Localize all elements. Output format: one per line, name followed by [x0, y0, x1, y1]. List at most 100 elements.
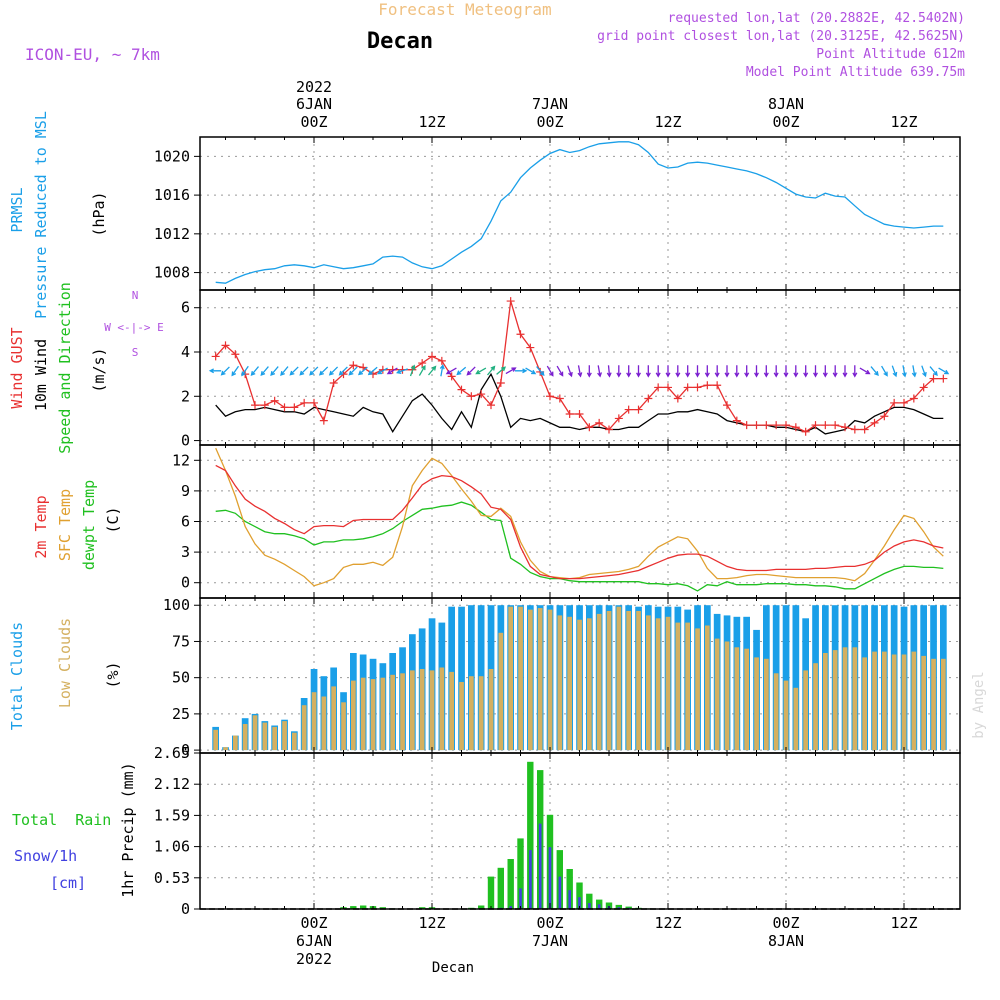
wind-direction-arrow: [616, 365, 622, 378]
low-clouds-bar: [921, 655, 926, 751]
rain-bar: [615, 904, 622, 909]
low-clouds-bar: [518, 606, 523, 751]
gust-marker: [860, 425, 869, 434]
wind-direction-arrow: [929, 366, 938, 377]
gust-marker: [673, 394, 682, 403]
snow-bar: [509, 906, 512, 909]
gust-marker: [418, 359, 427, 368]
gust-marker: [880, 412, 889, 421]
y-tick-label: 75: [172, 632, 190, 650]
total-clouds-label: Total Clouds: [8, 622, 26, 730]
wind-direction-arrow: [695, 365, 700, 378]
wind-direction-arrow: [822, 365, 828, 378]
snow-label: Snow/1h: [14, 847, 77, 865]
wind-dir-label: Speed and Direction: [56, 282, 74, 454]
wind-direction-arrow: [525, 367, 537, 375]
top-hour-label: 00Z: [300, 113, 327, 131]
low-clouds-bar: [223, 747, 228, 751]
rain-bar: [360, 905, 367, 909]
gust-label: Wind GUST: [8, 327, 26, 408]
wind-label: 10m Wind: [32, 339, 50, 411]
y-tick-label: 0: [181, 432, 190, 450]
dewpoint-line: [215, 501, 944, 592]
gust-marker: [221, 341, 230, 350]
rain-bar: [478, 905, 485, 909]
top-hour-label: 12Z: [418, 113, 445, 131]
bottom-hour-label: 12Z: [418, 914, 445, 932]
gust-marker: [280, 403, 289, 412]
low-clouds-bar: [941, 658, 946, 751]
wind-direction-arrow: [496, 366, 507, 375]
wind-direction-arrow: [832, 365, 838, 378]
y-tick-label: 12: [172, 451, 190, 469]
wind-direction-arrow: [734, 365, 740, 378]
gust-marker: [939, 374, 948, 383]
low-clouds-bar: [862, 657, 867, 751]
wind-direction-arrow: [567, 365, 573, 378]
low-clouds-bar: [823, 653, 828, 751]
low-clouds-bar: [754, 657, 759, 751]
rain-bar: [487, 876, 495, 909]
y-tick-label: 6: [181, 299, 190, 317]
wind-direction-arrow: [260, 366, 269, 377]
bottom-year-label: 2022: [296, 950, 332, 968]
low-clouds-bar: [410, 670, 415, 751]
wind-direction-arrow: [289, 366, 299, 376]
gust-marker: [300, 398, 309, 407]
gust-marker: [713, 381, 722, 390]
y-tick-label: 0: [181, 741, 190, 759]
low-clouds-bar: [400, 673, 405, 751]
bottom-time-axis: 00Z 6JAN 2022 12Z 00Z 7JAN 12Z 00Z 8JAN …: [296, 914, 918, 976]
gust-marker: [437, 356, 446, 365]
low-clouds-bar: [852, 647, 858, 751]
wind-direction-arrow: [636, 365, 641, 378]
wind-direction-arrow: [852, 365, 858, 378]
gust-marker: [752, 421, 761, 430]
point-altitude: Point Altitude 612m: [816, 47, 965, 62]
rain-bar: [576, 882, 583, 909]
low-clouds-bar: [803, 670, 808, 751]
dewpt-label: dewpt Temp: [80, 480, 98, 570]
gust-marker: [900, 398, 908, 407]
low-clouds-bar: [891, 654, 897, 751]
low-clouds-bar: [882, 651, 887, 751]
model-altitude: Model Point Altitude 639.75m: [746, 65, 965, 80]
bottom-hour-label: 00Z: [772, 914, 799, 932]
bottom-hour-label: 00Z: [300, 914, 327, 932]
wind-direction-arrow: [556, 365, 564, 377]
low-clouds-bar: [252, 715, 258, 751]
gust-marker: [890, 398, 899, 407]
model-label: ICON-EU, ~ 7km: [25, 45, 160, 64]
wind-direction-arrow: [328, 366, 339, 376]
y-tick-label: 9: [181, 482, 190, 500]
rain-bar: [527, 761, 534, 909]
rain-bar: [517, 838, 524, 909]
wind-direction-arrow: [645, 365, 651, 378]
y-tick-label: 0: [181, 574, 190, 592]
y-tick-label: 1.06: [154, 838, 190, 856]
wind-direction-arrow: [675, 365, 681, 378]
sfc-temp-label: SFC Temp: [56, 489, 74, 561]
wind-direction-arrow: [891, 365, 898, 378]
gust-marker: [516, 330, 525, 339]
rain-bar: [379, 907, 386, 909]
gust-marker: [723, 401, 731, 410]
rain-bar: [507, 859, 514, 909]
gust-marker: [605, 425, 613, 434]
low-clouds-bar: [282, 721, 287, 751]
gust-marker: [231, 350, 240, 359]
gust-marker: [644, 394, 653, 403]
low-clouds-bar: [724, 641, 730, 751]
gust-marker: [457, 385, 466, 394]
gust-marker: [791, 423, 800, 432]
y-tick-label: 1016: [154, 186, 190, 204]
surface-temp-line: [215, 447, 944, 587]
low-clouds-bar: [449, 671, 454, 751]
wind-direction-arrow: [938, 367, 950, 375]
snow-bar: [597, 904, 601, 909]
wind-direction-arrow: [842, 365, 848, 378]
snow-units: [cm]: [50, 874, 86, 892]
low-clouds-bar: [360, 677, 366, 751]
bottom-hour-label: 12Z: [654, 914, 681, 932]
wind-direction-arrow: [773, 365, 779, 378]
